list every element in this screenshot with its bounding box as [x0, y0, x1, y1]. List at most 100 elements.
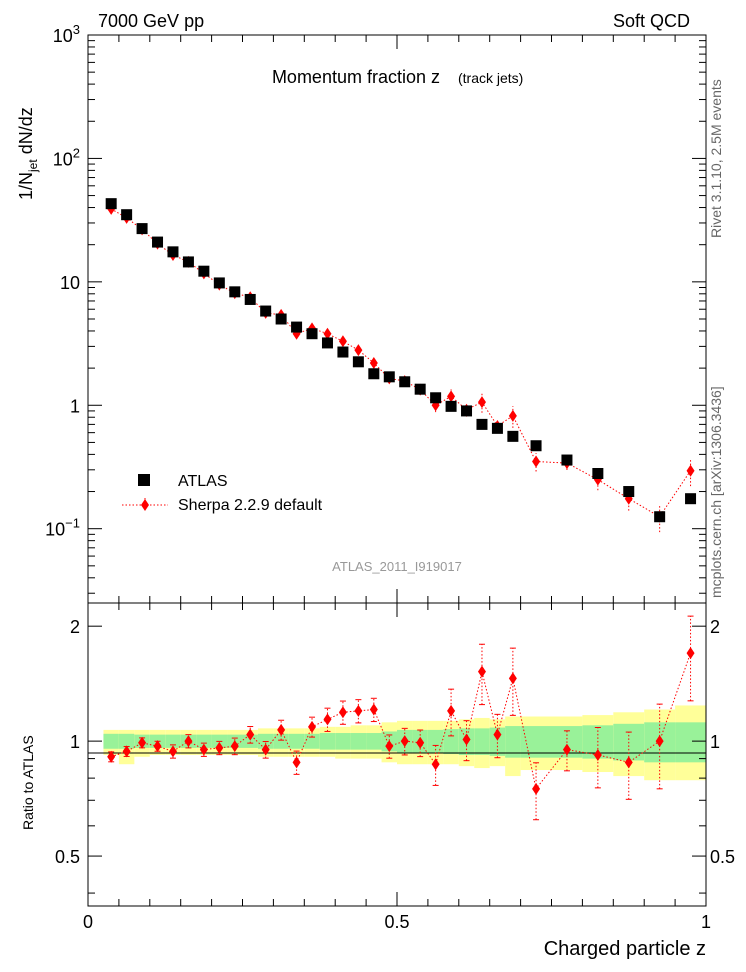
main-frame-border: [87, 34, 707, 604]
atlas-point: [321, 337, 333, 349]
xlabel: Charged particle z: [544, 938, 706, 960]
atlas-point: [213, 277, 225, 289]
ratio-point: [369, 703, 378, 716]
legend: ATLAS Sherpa 2.2.9 default: [122, 473, 323, 514]
atlas-point: [167, 246, 179, 258]
ratio-ytick-label-right: 2: [710, 617, 720, 637]
atlas-point: [198, 265, 210, 277]
ratio-ytick-label-right: 0.5: [710, 847, 735, 867]
ratio-point: [431, 758, 440, 771]
main-ytick-label: 103: [53, 22, 80, 46]
ratio-point: [153, 740, 162, 753]
band-inner: [165, 734, 181, 748]
band-inner: [675, 722, 706, 763]
ratio-point: [338, 706, 347, 719]
ratio-point: [246, 728, 255, 741]
ratio-point: [277, 723, 286, 736]
ratio-point: [199, 743, 208, 756]
ratio-point: [168, 745, 177, 758]
ratio-point: [624, 756, 633, 769]
atlas-point: [383, 371, 395, 383]
atlas-point: [260, 305, 272, 317]
atlas-point: [121, 209, 133, 221]
main-ytick-label: 10: [60, 273, 80, 293]
energy-label: 7000 GeV pp: [98, 11, 204, 31]
ratio-xtick-label: 1: [701, 912, 711, 932]
atlas-point: [275, 313, 287, 325]
ratio-ytick-label: 2: [70, 617, 80, 637]
band-inner: [288, 733, 305, 749]
band-inner: [335, 733, 351, 750]
atlas-point: [445, 400, 457, 412]
ratio-point: [493, 728, 502, 741]
band-inner: [366, 733, 382, 750]
ratio-point: [215, 741, 224, 754]
chart-subtitle: (track jets): [458, 70, 523, 86]
atlas-point: [530, 440, 542, 452]
mcplots-info: mcplots.cern.ch [arXiv:1306.3436]: [708, 386, 724, 598]
atlas-point: [414, 383, 426, 395]
ratio-point: [230, 740, 239, 753]
ratio-point: [562, 743, 571, 756]
atlas-point: [623, 486, 635, 498]
atlas-point: [229, 286, 241, 298]
atlas-point: [291, 321, 303, 333]
mc-point: [338, 335, 347, 348]
main-ytick-label: 10−1: [45, 516, 80, 540]
band-inner: [474, 728, 490, 755]
mc-point: [323, 327, 332, 340]
ratio-point: [184, 735, 193, 748]
legend-atlas-label: ATLAS: [178, 473, 228, 490]
atlas-series: [105, 198, 697, 523]
legend-mc-marker: [141, 499, 149, 511]
main-ytick-label: 1: [70, 396, 80, 416]
atlas-point: [152, 236, 164, 248]
mc-point: [354, 344, 363, 357]
ratio-point: [292, 756, 301, 769]
legend-atlas-marker: [138, 474, 150, 486]
mc-point: [477, 396, 486, 409]
rivet-info: Rivet 3.1.10, 2.5M events: [708, 79, 724, 238]
mc-point: [686, 464, 695, 477]
ratio-point: [107, 750, 116, 763]
ratio-point: [416, 736, 425, 749]
mc-point: [532, 455, 541, 468]
ratio-point: [477, 665, 486, 678]
mc-line: [110, 208, 691, 518]
atlas-point: [430, 392, 442, 404]
ratio-mc-series: [107, 615, 695, 821]
mc-point: [447, 390, 456, 403]
band-inner: [304, 733, 320, 749]
ratio-ylabel: Ratio to ATLAS: [20, 735, 36, 830]
ratio-xtick-label: 0: [83, 912, 93, 932]
main-ytick-label: 102: [53, 145, 80, 169]
band-inner: [520, 726, 552, 758]
ratio-panel: 0.5 0.5 1 1 2 2 0 0.5 1 Ratio to ATLAS Charged p…: [20, 602, 735, 960]
band-inner: [427, 729, 444, 754]
band-inner: [443, 729, 459, 755]
atlas-point: [476, 418, 488, 430]
ratio-frame-border: [87, 602, 707, 907]
atlas-point: [561, 454, 573, 466]
atlas-point: [399, 376, 411, 388]
atlas-point: [105, 198, 117, 210]
category-label: Soft QCD: [613, 11, 690, 31]
ratio-ytick-label: 1: [70, 732, 80, 752]
ratio-axis-ticks: 0.5 0.5 1 1 2 2 0 0.5 1: [55, 603, 735, 932]
band-inner: [319, 733, 336, 750]
band-inner: [196, 734, 212, 748]
ratio-point: [593, 748, 602, 761]
atlas-point: [337, 346, 349, 358]
ratio-frame: [87, 602, 707, 907]
atlas-point: [136, 223, 148, 235]
chart-title: Momentum fraction z: [272, 67, 440, 87]
ratio-point: [354, 704, 363, 717]
ratio-xtick-label: 0.5: [384, 912, 409, 932]
atlas-point: [368, 368, 380, 380]
ratio-point: [122, 745, 131, 758]
ratio-ytick-label: 0.5: [55, 847, 80, 867]
ratio-point: [308, 720, 317, 733]
atlas-point: [592, 468, 604, 480]
atlas-point: [244, 293, 256, 305]
